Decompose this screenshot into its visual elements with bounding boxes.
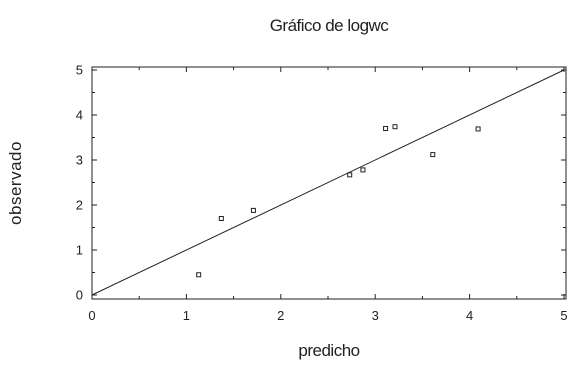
data-point (475, 126, 481, 132)
data-point (347, 172, 353, 178)
x-tick-label: 4 (466, 308, 473, 323)
data-point (196, 272, 202, 278)
y-tick-label: 2 (76, 198, 83, 213)
chart-title: Gráfico de logwc (269, 16, 389, 35)
plot-frame (91, 66, 567, 300)
data-point (250, 207, 256, 213)
reference-line-group (91, 69, 565, 296)
data-point (392, 124, 398, 130)
x-tick-label: 2 (277, 308, 284, 323)
y-tick-label: 3 (76, 153, 83, 168)
y-axis-ticks: 0 1 2 3 4 5 (76, 63, 566, 303)
x-tick-label: 3 (372, 308, 379, 323)
reference-line (91, 69, 565, 296)
data-points (196, 124, 481, 278)
x-tick-label: 0 (88, 308, 95, 323)
x-axis-ticks: 0 1 2 3 4 5 (88, 67, 568, 323)
x-axis-label: predicho (298, 341, 360, 360)
y-tick-label: 1 (76, 243, 83, 258)
x-tick-label: 5 (560, 308, 567, 323)
data-point (383, 126, 389, 131)
y-tick-label: 0 (76, 288, 83, 303)
x-tick-label: 1 (183, 308, 190, 323)
y-tick-label: 4 (76, 108, 83, 123)
data-point (218, 216, 224, 221)
y-tick-label: 5 (76, 63, 83, 78)
data-point (430, 152, 436, 158)
data-point (360, 167, 366, 173)
